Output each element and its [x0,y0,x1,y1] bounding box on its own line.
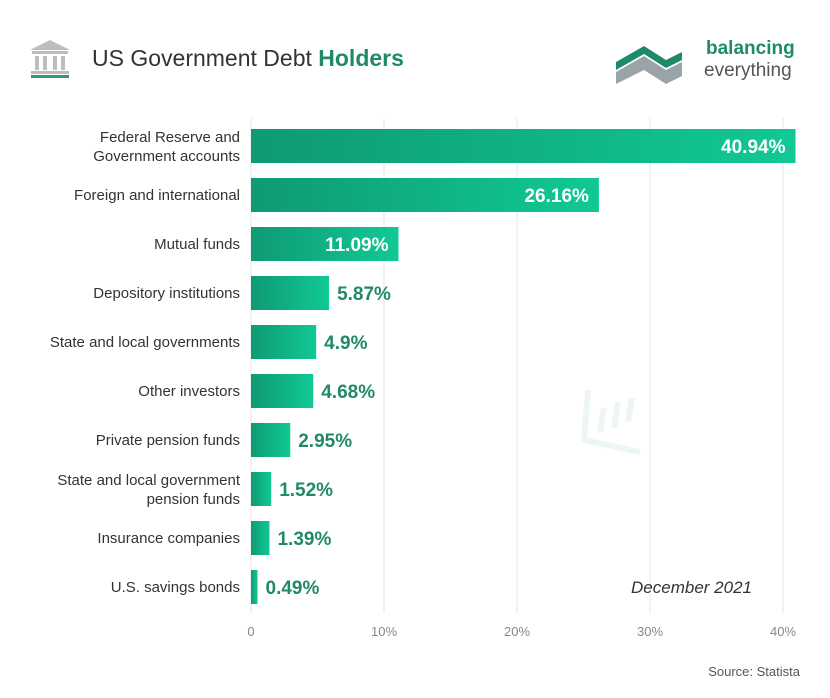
logo-text-primary: balancing [706,38,795,59]
bank-building-icon [30,40,70,78]
bar [251,325,317,359]
x-tick-label: 0 [247,624,254,639]
value-label: 5.87% [337,284,391,305]
x-tick-label: 20% [504,624,530,639]
category-label: U.S. savings bonds [111,579,240,596]
bar [251,521,270,555]
category-label: Private pension funds [96,432,240,449]
value-label: 2.95% [298,431,352,452]
bar [251,472,272,506]
bar [251,129,796,163]
value-label: 4.9% [324,333,367,354]
brand-logo: balancing everything [612,36,822,86]
category-label: Federal Reserve and Government accounts [93,129,240,165]
bar [251,276,330,310]
bar [251,227,399,261]
bar [251,374,314,408]
logo-text-secondary: everything [704,60,792,81]
category-label: Insurance companies [97,530,240,547]
category-label: State and local government pension funds [57,472,240,508]
title-emphasis: Holders [318,45,404,71]
category-label: Depository institutions [93,285,240,302]
bar [251,178,599,212]
category-label: State and local governments [50,334,240,351]
value-label: 11.09% [325,235,388,256]
period-annotation: December 2021 [631,578,752,597]
balancing-everything-logo-mark [616,46,682,84]
page-title: US Government Debt Holders [92,45,404,72]
title-prefix: US Government Debt [92,45,319,71]
value-label: 26.16% [524,186,589,207]
bar [251,423,291,457]
value-label: 40.94% [721,137,786,158]
value-label: 0.49% [266,578,320,599]
category-label: Other investors [138,383,240,400]
category-label: Foreign and international [74,187,240,204]
value-label: 4.68% [321,382,375,403]
x-tick-label: 30% [637,624,663,639]
bar [251,570,258,604]
x-tick-label: 10% [371,624,397,639]
source-note: Source: Statista [708,664,800,679]
x-tick-label: 40% [770,624,796,639]
watermark-chart-icon [580,389,641,455]
category-label: Mutual funds [154,236,240,253]
value-label: 1.39% [277,529,331,550]
value-label: 1.52% [279,480,333,501]
